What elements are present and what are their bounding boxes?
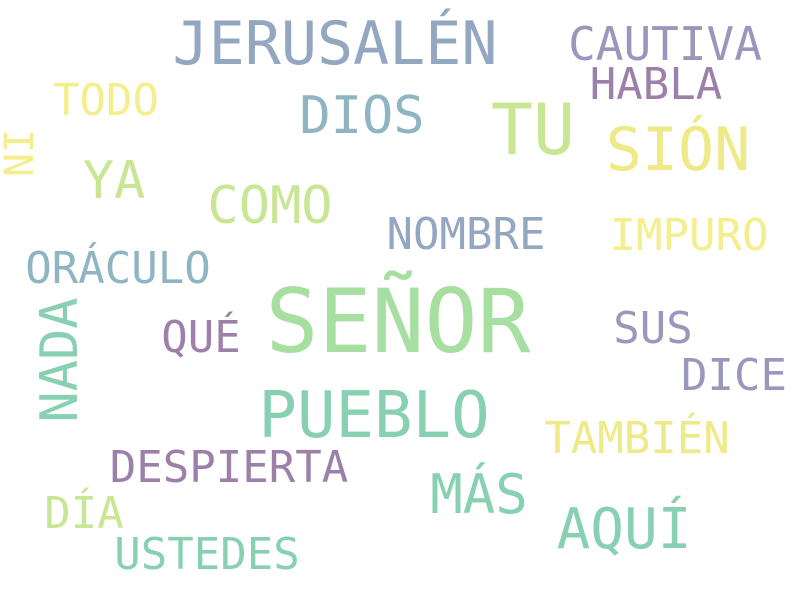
- word-pueblo: PUEBLO: [258, 379, 490, 453]
- word-nombre: NOMBRE: [386, 209, 546, 260]
- word-ustedes: USTEDES: [114, 529, 300, 580]
- word-tambien: TAMBIÉN: [544, 413, 730, 464]
- word-despierta: DESPIERTA: [109, 442, 349, 493]
- word-que: QUÉ: [161, 312, 241, 363]
- word-mas: MÁS: [430, 463, 528, 526]
- word-ni: NI: [0, 128, 43, 178]
- word-sus: SUS: [613, 303, 693, 354]
- word-ya: YA: [82, 151, 146, 211]
- word-senor: SEÑOR: [265, 270, 531, 373]
- word-dia: DÍA: [44, 488, 124, 539]
- word-dice: DICE: [681, 350, 787, 401]
- word-dios: DIOS: [299, 86, 425, 146]
- word-tu: TU: [490, 89, 576, 171]
- word-sion: SIÓN: [605, 115, 751, 185]
- word-cautiva: CAUTIVA: [568, 17, 762, 71]
- word-jerusalen: JERUSALÉN: [172, 9, 498, 79]
- word-nada: NADA: [30, 297, 90, 423]
- word-todo: TODO: [53, 75, 159, 126]
- word-oraculo: ORÁCULO: [25, 243, 211, 294]
- word-habla: HABLA: [589, 59, 723, 110]
- word-aqui: AQUÍ: [556, 497, 692, 562]
- word-impuro: IMPURO: [609, 210, 769, 261]
- word-como: COMO: [207, 176, 333, 236]
